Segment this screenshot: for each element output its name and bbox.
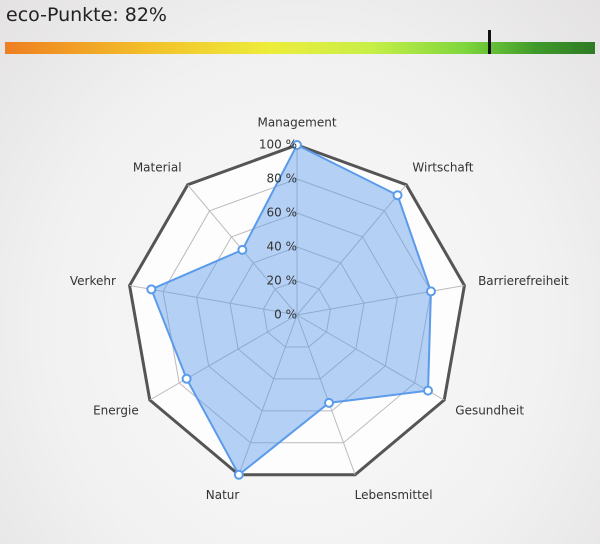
category-label: Lebensmittel xyxy=(355,488,433,502)
grid-ring xyxy=(229,246,365,380)
spoke xyxy=(296,314,445,401)
spoke xyxy=(296,314,356,475)
spoke xyxy=(296,284,465,316)
category-label: Management xyxy=(257,116,336,130)
r-tick-label: 60 % xyxy=(267,206,298,220)
r-tick-label: 40 % xyxy=(267,240,298,254)
grid-ring xyxy=(162,178,432,444)
data-point xyxy=(237,244,248,255)
r-tick-label: 80 % xyxy=(267,172,298,186)
data-point xyxy=(292,140,302,150)
data-point xyxy=(233,469,244,480)
data-point xyxy=(323,397,334,408)
category-label: Verkehr xyxy=(70,274,116,288)
spoke xyxy=(149,314,298,401)
spoke xyxy=(129,284,298,316)
data-point xyxy=(392,190,403,201)
category-label: Wirtschaft xyxy=(412,160,473,174)
outer-ring xyxy=(128,143,466,477)
category-label: Energie xyxy=(93,404,139,418)
grid-ring xyxy=(262,280,332,348)
score-marker xyxy=(487,30,491,54)
category-label: Material xyxy=(133,160,182,174)
category-label: Natur xyxy=(206,488,240,502)
score-bar xyxy=(5,30,595,54)
category-label: Gesundheit xyxy=(455,404,524,418)
data-point xyxy=(181,373,192,384)
score-label: eco-Punkte: 82% xyxy=(6,4,167,26)
data-point xyxy=(423,385,434,396)
r-tick-label: 100 % xyxy=(259,138,297,152)
spoke xyxy=(238,314,298,475)
r-tick-label: 20 % xyxy=(267,274,298,288)
data-point xyxy=(146,284,157,295)
data-area xyxy=(150,143,432,477)
spoke xyxy=(296,184,407,316)
category-label: Barrierefreiheit xyxy=(478,274,569,288)
r-tick-label: 0 % xyxy=(274,308,297,322)
grid-ring xyxy=(196,212,398,412)
data-point xyxy=(425,286,436,297)
